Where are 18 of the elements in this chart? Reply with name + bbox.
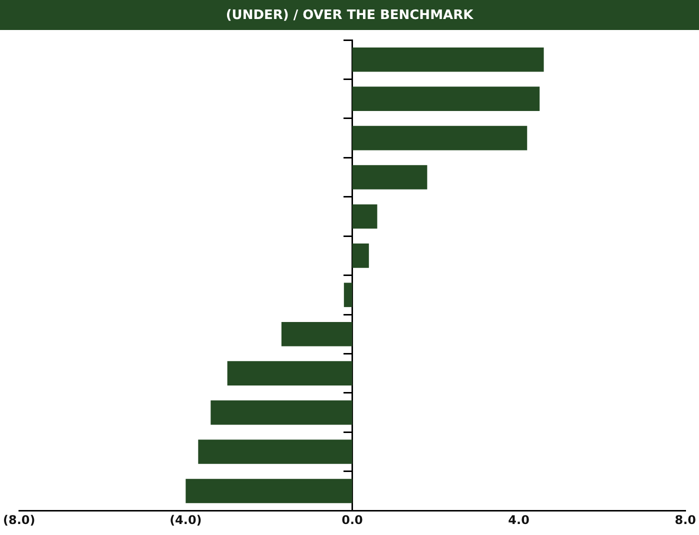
x-tick-label: (4.0) bbox=[170, 512, 202, 527]
bar bbox=[352, 86, 540, 111]
x-tick-label: 8.0 bbox=[674, 512, 696, 527]
bar bbox=[344, 282, 352, 308]
bar bbox=[352, 126, 528, 150]
bar bbox=[352, 204, 378, 229]
bar bbox=[186, 478, 352, 504]
bar bbox=[352, 165, 428, 190]
bar bbox=[227, 361, 352, 386]
chart-title: (UNDER) / OVER THE BENCHMARK bbox=[0, 0, 699, 30]
x-tick-label: (8.0) bbox=[2, 512, 36, 527]
x-tick-label: 4.0 bbox=[508, 512, 530, 527]
bar bbox=[352, 244, 369, 268]
bar bbox=[198, 440, 352, 464]
bar bbox=[210, 400, 352, 425]
bar bbox=[281, 322, 352, 346]
x-tick-label: 0.0 bbox=[342, 512, 363, 527]
bar bbox=[352, 47, 544, 72]
